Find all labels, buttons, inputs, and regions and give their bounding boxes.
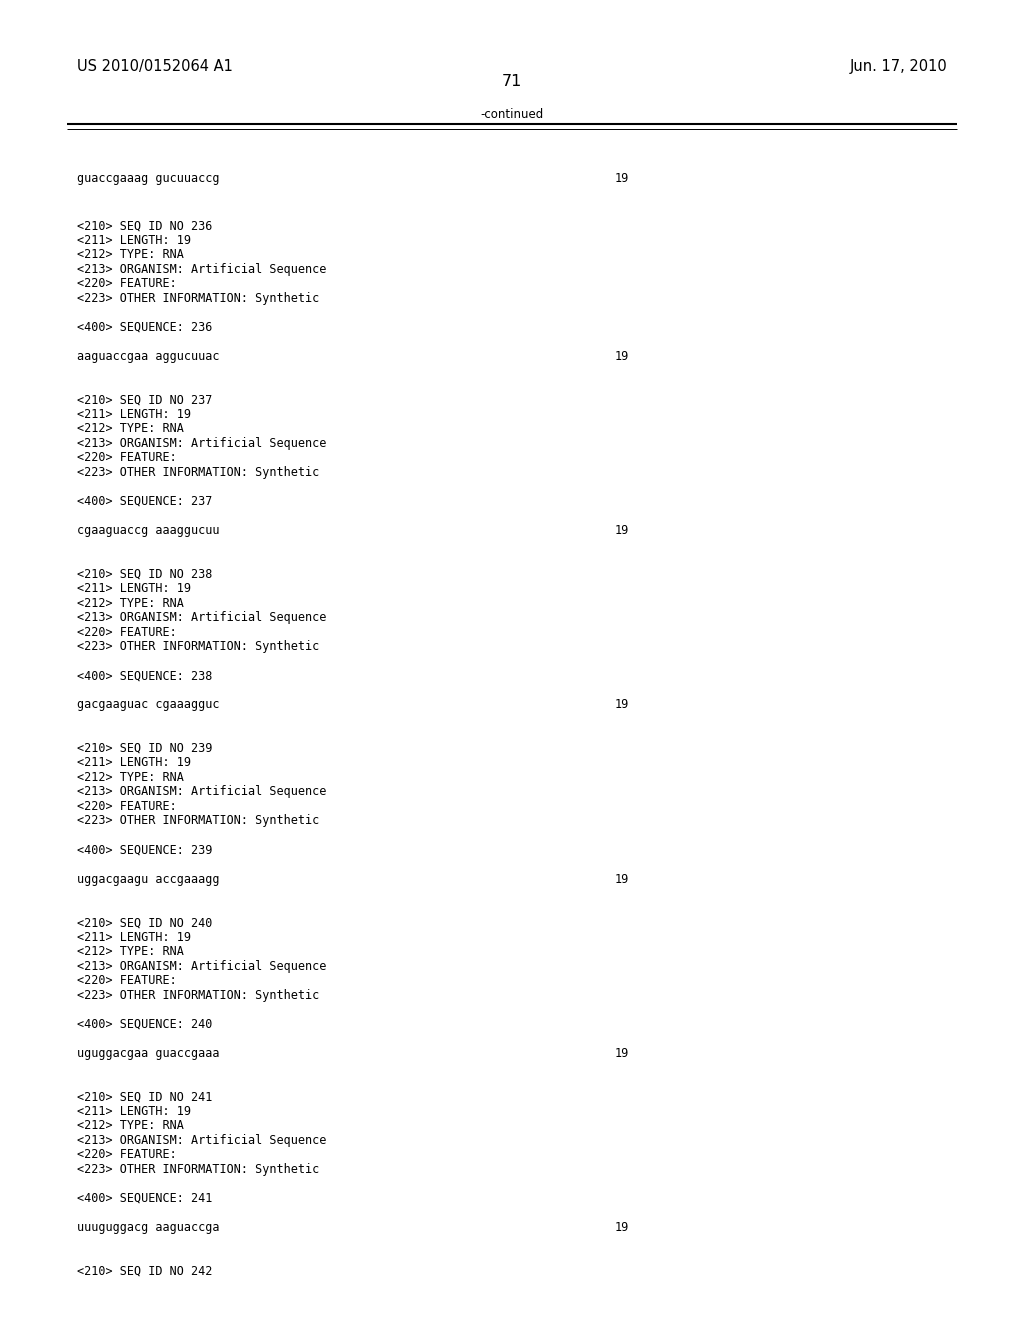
Text: <400> SEQUENCE: 240: <400> SEQUENCE: 240 (77, 1018, 212, 1031)
Text: <213> ORGANISM: Artificial Sequence: <213> ORGANISM: Artificial Sequence (77, 437, 327, 450)
Text: uggacgaagu accgaaagg: uggacgaagu accgaaagg (77, 873, 219, 886)
Text: uguggacgaa guaccgaaa: uguggacgaa guaccgaaa (77, 1047, 219, 1060)
Text: aaguaccgaa aggucuuac: aaguaccgaa aggucuuac (77, 350, 219, 363)
Text: <210> SEQ ID NO 236: <210> SEQ ID NO 236 (77, 219, 212, 232)
Text: Jun. 17, 2010: Jun. 17, 2010 (850, 59, 947, 74)
Text: 19: 19 (614, 1221, 629, 1234)
Text: <400> SEQUENCE: 239: <400> SEQUENCE: 239 (77, 843, 212, 857)
Text: <210> SEQ ID NO 239: <210> SEQ ID NO 239 (77, 742, 212, 755)
Text: <212> TYPE: RNA: <212> TYPE: RNA (77, 422, 183, 436)
Text: <211> LENGTH: 19: <211> LENGTH: 19 (77, 582, 190, 595)
Text: <223> OTHER INFORMATION: Synthetic: <223> OTHER INFORMATION: Synthetic (77, 466, 319, 479)
Text: <213> ORGANISM: Artificial Sequence: <213> ORGANISM: Artificial Sequence (77, 611, 327, 624)
Text: <213> ORGANISM: Artificial Sequence: <213> ORGANISM: Artificial Sequence (77, 263, 327, 276)
Text: <223> OTHER INFORMATION: Synthetic: <223> OTHER INFORMATION: Synthetic (77, 1163, 319, 1176)
Text: <213> ORGANISM: Artificial Sequence: <213> ORGANISM: Artificial Sequence (77, 960, 327, 973)
Text: <210> SEQ ID NO 242: <210> SEQ ID NO 242 (77, 1265, 212, 1278)
Text: US 2010/0152064 A1: US 2010/0152064 A1 (77, 59, 232, 74)
Text: uuuguggacg aaguaccga: uuuguggacg aaguaccga (77, 1221, 219, 1234)
Text: <210> SEQ ID NO 237: <210> SEQ ID NO 237 (77, 393, 212, 407)
Text: -continued: -continued (480, 108, 544, 121)
Text: <211> LENGTH: 19: <211> LENGTH: 19 (77, 1105, 190, 1118)
Text: <210> SEQ ID NO 241: <210> SEQ ID NO 241 (77, 1090, 212, 1104)
Text: <211> LENGTH: 19: <211> LENGTH: 19 (77, 408, 190, 421)
Text: <223> OTHER INFORMATION: Synthetic: <223> OTHER INFORMATION: Synthetic (77, 814, 319, 828)
Text: 19: 19 (614, 172, 629, 185)
Text: <211> LENGTH: 19: <211> LENGTH: 19 (77, 931, 190, 944)
Text: <223> OTHER INFORMATION: Synthetic: <223> OTHER INFORMATION: Synthetic (77, 292, 319, 305)
Text: <212> TYPE: RNA: <212> TYPE: RNA (77, 248, 183, 261)
Text: <210> SEQ ID NO 240: <210> SEQ ID NO 240 (77, 916, 212, 929)
Text: 71: 71 (502, 74, 522, 88)
Text: <212> TYPE: RNA: <212> TYPE: RNA (77, 597, 183, 610)
Text: <220> FEATURE:: <220> FEATURE: (77, 277, 176, 290)
Text: <400> SEQUENCE: 236: <400> SEQUENCE: 236 (77, 321, 212, 334)
Text: <212> TYPE: RNA: <212> TYPE: RNA (77, 1119, 183, 1133)
Text: 19: 19 (614, 1047, 629, 1060)
Text: <400> SEQUENCE: 237: <400> SEQUENCE: 237 (77, 495, 212, 508)
Text: <212> TYPE: RNA: <212> TYPE: RNA (77, 771, 183, 784)
Text: 19: 19 (614, 698, 629, 711)
Text: <400> SEQUENCE: 241: <400> SEQUENCE: 241 (77, 1192, 212, 1205)
Text: <212> TYPE: RNA: <212> TYPE: RNA (77, 945, 183, 958)
Text: <223> OTHER INFORMATION: Synthetic: <223> OTHER INFORMATION: Synthetic (77, 640, 319, 653)
Text: <400> SEQUENCE: 238: <400> SEQUENCE: 238 (77, 669, 212, 682)
Text: <213> ORGANISM: Artificial Sequence: <213> ORGANISM: Artificial Sequence (77, 785, 327, 799)
Text: <220> FEATURE:: <220> FEATURE: (77, 626, 176, 639)
Text: guaccgaaag gucuuaccg: guaccgaaag gucuuaccg (77, 172, 219, 185)
Text: <223> OTHER INFORMATION: Synthetic: <223> OTHER INFORMATION: Synthetic (77, 989, 319, 1002)
Text: <220> FEATURE:: <220> FEATURE: (77, 451, 176, 465)
Text: <213> ORGANISM: Artificial Sequence: <213> ORGANISM: Artificial Sequence (77, 1134, 327, 1147)
Text: <220> FEATURE:: <220> FEATURE: (77, 800, 176, 813)
Text: 19: 19 (614, 524, 629, 537)
Text: <211> LENGTH: 19: <211> LENGTH: 19 (77, 756, 190, 770)
Text: <220> FEATURE:: <220> FEATURE: (77, 1148, 176, 1162)
Text: 19: 19 (614, 350, 629, 363)
Text: 19: 19 (614, 873, 629, 886)
Text: <211> LENGTH: 19: <211> LENGTH: 19 (77, 234, 190, 247)
Text: <220> FEATURE:: <220> FEATURE: (77, 974, 176, 987)
Text: <210> SEQ ID NO 238: <210> SEQ ID NO 238 (77, 568, 212, 581)
Text: gacgaaguac cgaaagguc: gacgaaguac cgaaagguc (77, 698, 219, 711)
Text: cgaaguaccg aaaggucuu: cgaaguaccg aaaggucuu (77, 524, 219, 537)
